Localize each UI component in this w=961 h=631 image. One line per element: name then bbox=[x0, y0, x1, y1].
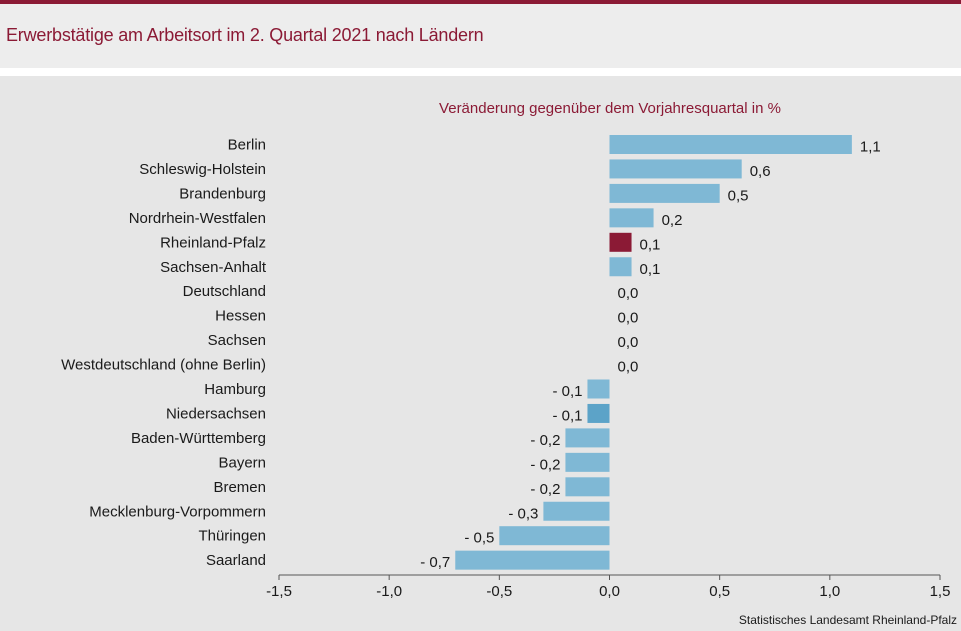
chart-area: Veränderung gegenüber dem Vorjahresquart… bbox=[0, 76, 961, 631]
x-tick-label: 0,5 bbox=[709, 583, 730, 600]
x-tick-label: 0,0 bbox=[599, 583, 620, 600]
value-label-deutschland: 0,0 bbox=[618, 285, 639, 302]
bar-saarland bbox=[455, 550, 610, 570]
category-label-rheinland-pfalz: Rheinland-Pfalz bbox=[160, 234, 266, 251]
category-label-hamburg: Hamburg bbox=[204, 381, 266, 398]
value-label-th-ringen: - 0,5 bbox=[464, 530, 494, 547]
bar-nordrhein-westfalen bbox=[609, 208, 654, 228]
x-axis: -1,5 -1,0 -0,5 0,0 0,5 1,0 1,5 bbox=[266, 574, 951, 600]
bar-bremen bbox=[565, 477, 610, 497]
source-note: Statistisches Landesamt Rheinland-Pfalz bbox=[738, 613, 957, 627]
category-label-saarland: Saarland bbox=[206, 552, 266, 569]
value-label-saarland: - 0,7 bbox=[420, 554, 450, 571]
x-tick-label: 1,0 bbox=[819, 583, 840, 600]
chart-title: Veränderung gegenüber dem Vorjahresquart… bbox=[439, 100, 781, 117]
category-label-hessen: Hessen bbox=[215, 308, 266, 325]
value-label-hessen: 0,0 bbox=[618, 310, 639, 327]
top-accent-rule bbox=[0, 0, 961, 4]
category-label-th-ringen: Thüringen bbox=[198, 528, 266, 545]
category-label-mecklenburg-vorpommern: Mecklenburg-Vorpommern bbox=[89, 503, 266, 520]
category-label-berlin: Berlin bbox=[228, 137, 266, 154]
bar-sachsen-anhalt bbox=[609, 257, 632, 277]
category-label-sachsen-anhalt: Sachsen-Anhalt bbox=[160, 259, 267, 276]
category-label-sachsen: Sachsen bbox=[208, 332, 266, 349]
category-label-bayern: Bayern bbox=[218, 454, 266, 471]
value-label-sachsen-anhalt: 0,1 bbox=[640, 261, 661, 278]
page-title: Erwerbstätige am Arbeitsort im 2. Quarta… bbox=[6, 25, 484, 45]
value-label-rheinland-pfalz: 0,1 bbox=[640, 236, 661, 253]
bars-group bbox=[455, 135, 852, 570]
bar-hamburg bbox=[587, 379, 610, 399]
value-label-mecklenburg-vorpommern: - 0,3 bbox=[508, 505, 538, 522]
category-label-baden-w-rttemberg: Baden-Württemberg bbox=[131, 430, 266, 447]
value-label-sachsen: 0,0 bbox=[618, 334, 639, 351]
bar-chart: Veränderung gegenüber dem Vorjahresquart… bbox=[61, 100, 951, 600]
value-label-berlin: 1,1 bbox=[860, 139, 881, 156]
x-tick-label: -1,5 bbox=[266, 583, 292, 600]
category-label-niedersachsen: Niedersachsen bbox=[166, 405, 266, 422]
bar-rheinland-pfalz bbox=[609, 232, 632, 252]
value-label-brandenburg: 0,5 bbox=[728, 187, 749, 204]
bar-mecklenburg-vorpommern bbox=[543, 501, 610, 521]
header: Erwerbstätige am Arbeitsort im 2. Quarta… bbox=[0, 4, 961, 68]
header-divider bbox=[0, 68, 961, 76]
x-tick-label: -1,0 bbox=[376, 583, 402, 600]
bar-schleswig-holstein bbox=[609, 159, 742, 179]
category-label-bremen: Bremen bbox=[213, 479, 266, 496]
category-label-brandenburg: Brandenburg bbox=[179, 185, 266, 202]
value-label-baden-w-rttemberg: - 0,2 bbox=[530, 432, 560, 449]
bar-baden-w-rttemberg bbox=[565, 428, 610, 448]
value-label-niedersachsen: - 0,1 bbox=[552, 407, 582, 424]
category-label-deutschland: Deutschland bbox=[183, 283, 266, 300]
bar-berlin bbox=[609, 135, 852, 154]
value-label-bremen: - 0,2 bbox=[530, 481, 560, 498]
value-labels: 1,10,60,50,20,10,10,00,00,00,0- 0,1- 0,1… bbox=[420, 139, 880, 572]
category-label-nordrhein-westfalen: Nordrhein-Westfalen bbox=[129, 210, 266, 227]
value-label-bayern: - 0,2 bbox=[530, 456, 560, 473]
value-label-nordrhein-westfalen: 0,2 bbox=[662, 212, 683, 229]
bar-brandenburg bbox=[609, 183, 720, 203]
x-tick-label: 1,5 bbox=[930, 583, 951, 600]
category-label-schleswig-holstein: Schleswig-Holstein bbox=[139, 161, 266, 178]
x-tick-label: -0,5 bbox=[486, 583, 512, 600]
category-labels: Berlin Schleswig-Holstein Brandenburg Nordr… bbox=[61, 137, 267, 570]
bar-niedersachsen bbox=[587, 403, 610, 423]
value-label-hamburg: - 0,1 bbox=[552, 383, 582, 400]
bar-th-ringen bbox=[499, 526, 610, 546]
value-label-schleswig-holstein: 0,6 bbox=[750, 163, 771, 180]
value-label-westdeutschland-ohne-berlin: 0,0 bbox=[618, 359, 639, 376]
bar-bayern bbox=[565, 452, 610, 472]
category-label-westdeutschland-ohne-berlin: Westdeutschland (ohne Berlin) bbox=[61, 357, 266, 374]
